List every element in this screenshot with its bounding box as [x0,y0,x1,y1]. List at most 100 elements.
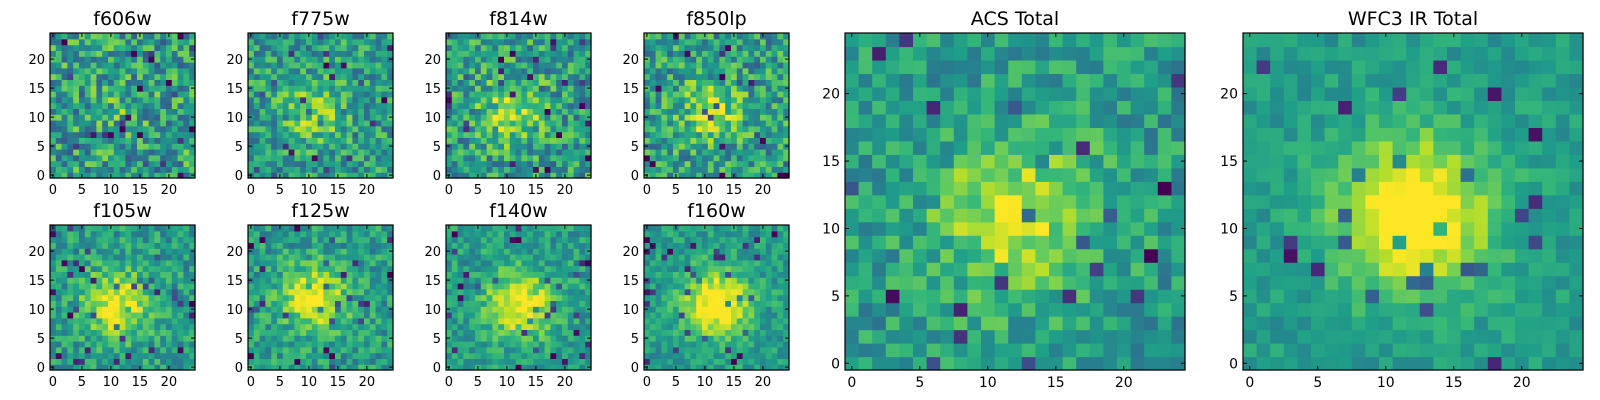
heatmap-cell [67,230,74,238]
heatmap-cell [113,283,121,290]
heatmap-cell [521,149,528,156]
heatmap-cell [765,96,773,104]
heatmap-cell [673,85,680,92]
heatmap-cell [288,120,295,127]
heatmap-cell [306,120,313,127]
heatmap-cell [667,67,674,75]
heatmap-cell [498,67,505,75]
heatmap-cell [67,79,74,86]
heatmap-cell [55,38,63,46]
heatmap-cell [84,288,92,296]
heatmap-cell [579,160,586,167]
heatmap-cell [533,108,540,115]
heatmap-cell [515,166,522,173]
heatmap-cell [446,91,453,98]
heatmap-cell [113,248,121,255]
heatmap-cell [306,137,313,144]
heatmap-cell [148,248,155,255]
heatmap-cell [67,254,74,261]
heatmap-cell [113,335,121,342]
heatmap-cell [311,149,319,156]
heatmap-cell [515,154,522,162]
heatmap-cell [538,364,546,371]
heatmap-cell [125,125,132,133]
heatmap-cell [346,108,353,115]
y-tick-label: 20 [28,245,45,260]
heatmap-cell [649,62,657,69]
heatmap-cell [248,300,255,307]
heatmap-cell [765,131,773,138]
heatmap-cell [346,120,353,127]
heatmap-cell [760,317,767,325]
heatmap-cell [335,137,342,144]
heatmap-cell [369,352,377,359]
heatmap-cell [148,277,155,284]
heatmap-cell [777,166,784,173]
heatmap-cell [300,288,307,296]
heatmap-cell [754,91,761,98]
heatmap-cell [177,38,184,46]
heatmap-cell [369,329,377,336]
heatmap-cell [754,352,761,359]
heatmap-cell [684,73,691,80]
heatmap-cell [166,137,173,144]
heatmap-cell [189,38,196,46]
heatmap-cell [73,335,80,342]
heatmap-cell [253,288,261,296]
heatmap-cell [108,341,115,348]
heatmap-cell [463,166,470,173]
heatmap-cell [673,131,680,138]
heatmap-cell [678,143,686,150]
heatmap-cell [550,225,557,232]
heatmap-cell [282,79,290,86]
heatmap-cell [509,300,517,307]
y-tick-label: 5 [631,140,639,155]
heatmap-cell [369,288,377,296]
y-tick-label: 0 [433,361,441,376]
heatmap-cell [765,288,773,296]
heatmap-cell [131,114,138,121]
heatmap-cell [125,271,132,278]
heatmap-cell [713,306,720,313]
heatmap-cell [463,125,470,133]
heatmap-cell [573,352,580,359]
heatmap-cell [469,341,476,348]
heatmap-cell [306,50,313,57]
heatmap-cell [346,225,353,232]
heatmap-cells [644,225,790,371]
heatmap-cell [294,73,301,80]
heatmap-cell [446,108,453,115]
heatmap-cell [352,265,359,272]
heatmap-cell [707,312,715,319]
heatmap-cell [288,143,295,150]
heatmap-cell [317,312,324,319]
heatmap-cell [702,294,709,301]
heatmap-cell [771,38,778,46]
heatmap-cell [725,172,732,179]
heatmap-cell [73,329,80,336]
heatmap-cell [509,288,517,296]
heatmap-cell [102,230,109,238]
heatmap-cell [369,341,377,348]
heatmap-cell [492,242,499,249]
heatmap-cell [527,288,534,296]
heatmap-cell [381,271,388,278]
heatmap-cell [137,56,144,63]
heatmap-cell [655,323,662,330]
heatmap-cell [567,149,575,156]
heatmap-cell [475,294,482,301]
heatmap-cell [335,67,342,75]
heatmap-cell [538,166,546,173]
heatmap-cell [358,67,365,75]
heatmap-cell [277,323,284,330]
heatmap-cell [171,56,179,63]
heatmap-cell [731,317,738,325]
heatmap-cell [125,73,132,80]
heatmap-cell [369,114,377,121]
heatmap-cell [678,323,686,330]
heatmap-cell [550,358,557,365]
heatmap-cell [253,44,261,51]
heatmap-cell [102,236,109,243]
heatmap-cell [469,323,476,330]
heatmap-cell [690,102,697,109]
